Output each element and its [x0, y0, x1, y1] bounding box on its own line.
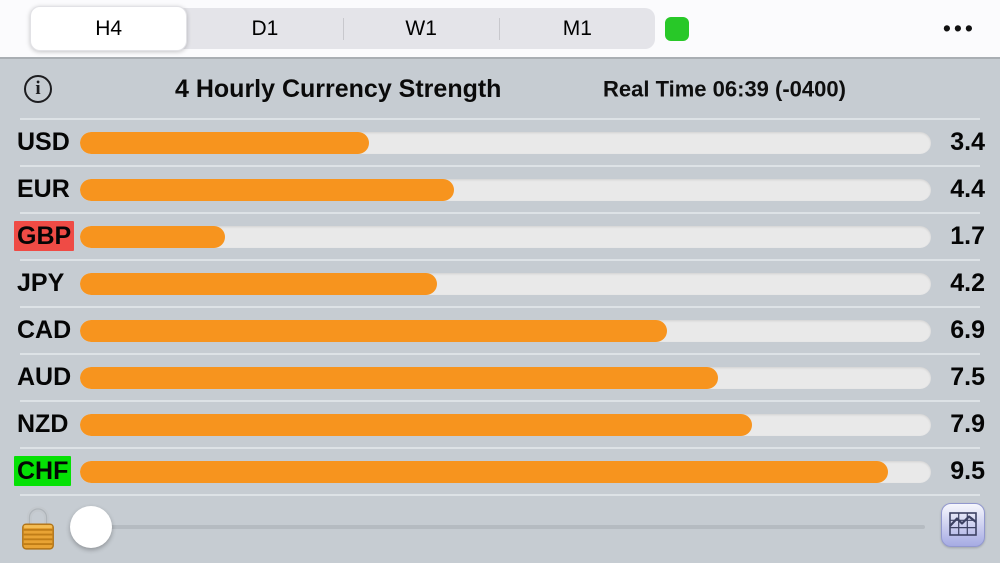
- divider: [20, 447, 980, 449]
- strength-value: 6.9: [950, 316, 985, 344]
- table-row: JPY 4.2: [0, 261, 1000, 306]
- tab-divider: [498, 17, 500, 40]
- page-title: 4 Hourly Currency Strength: [175, 74, 502, 103]
- strength-bar: [80, 178, 455, 201]
- strength-value: 4.4: [950, 175, 985, 203]
- currency-label-nzd: NZD: [17, 410, 69, 438]
- tab-divider: [342, 17, 344, 40]
- strength-bar: [80, 366, 719, 389]
- currency-label-chf: CHF: [14, 456, 80, 486]
- realtime-timestamp: Real Time 06:39 (-0400): [603, 75, 846, 101]
- chart-header: i 4 Hourly Currency Strength Real Time 0…: [0, 59, 1000, 120]
- divider: [20, 212, 980, 214]
- divider: [20, 353, 980, 355]
- strength-bar: [80, 319, 668, 342]
- top-bar: H4 D1 W1 M1 •••: [0, 0, 1000, 59]
- more-menu-button[interactable]: •••: [942, 15, 976, 41]
- line-chart-icon: [949, 512, 977, 536]
- strength-bar-track: [80, 131, 931, 154]
- strength-bar: [80, 413, 753, 436]
- tab-m1[interactable]: M1: [562, 16, 592, 40]
- strength-bar: [80, 225, 225, 248]
- table-row: NZD 7.9: [0, 402, 1000, 447]
- currency-label-usd: USD: [17, 128, 70, 156]
- divider: [20, 400, 980, 402]
- strength-value: 4.2: [950, 269, 985, 297]
- bottom-toolbar: [0, 496, 1000, 561]
- currency-label-cad: CAD: [17, 316, 72, 344]
- strength-value: 1.7: [950, 222, 985, 250]
- divider: [20, 494, 980, 496]
- tab-h4[interactable]: H4: [30, 6, 188, 51]
- currency-label-eur: EUR: [17, 175, 70, 203]
- info-icon[interactable]: i: [24, 75, 52, 103]
- strength-bar: [80, 460, 889, 483]
- strength-value: 7.9: [950, 410, 985, 438]
- divider: [20, 165, 980, 167]
- table-row: CAD 6.9: [0, 308, 1000, 353]
- divider: [20, 118, 980, 120]
- status-indicator-square: [665, 16, 689, 41]
- strength-rows: USD 3.4 EUR 4.4 GBP 1.7 JPY 4.2 CAD 6.9 AUD 7.5 NZD 7…: [0, 120, 1000, 496]
- divider: [20, 259, 980, 261]
- strength-bar-track: [80, 413, 931, 436]
- table-row: CHF 9.5: [0, 449, 1000, 494]
- table-row: USD 3.4: [0, 120, 1000, 165]
- strength-value: 3.4: [950, 128, 985, 156]
- zoom-slider-track[interactable]: [75, 525, 925, 529]
- strength-bar-track: [80, 366, 931, 389]
- currency-label-aud: AUD: [17, 363, 72, 391]
- strength-bar: [80, 272, 438, 295]
- currency-label-jpy: JPY: [17, 269, 65, 297]
- tab-w1[interactable]: W1: [405, 16, 437, 40]
- zoom-slider-thumb[interactable]: [70, 506, 112, 548]
- strength-bar-track: [80, 225, 931, 248]
- tab-d1[interactable]: D1: [251, 16, 279, 40]
- timeframe-tabs: H4 D1 W1 M1: [30, 6, 655, 51]
- table-row: AUD 7.5: [0, 355, 1000, 400]
- strength-bar-track: [80, 178, 931, 201]
- chart-view-button[interactable]: [941, 503, 985, 547]
- strength-bar-track: [80, 319, 931, 342]
- currency-label-gbp: GBP: [14, 221, 80, 251]
- table-row: GBP 1.7: [0, 214, 1000, 259]
- strength-bar-track: [80, 272, 931, 295]
- strength-value: 9.5: [950, 457, 985, 485]
- strength-bar-track: [80, 460, 931, 483]
- strength-value: 7.5: [950, 363, 985, 391]
- chart-panel: i 4 Hourly Currency Strength Real Time 0…: [0, 59, 1000, 561]
- lock-icon[interactable]: [19, 503, 57, 556]
- strength-bar: [80, 131, 370, 154]
- divider: [20, 306, 980, 308]
- table-row: EUR 4.4: [0, 167, 1000, 212]
